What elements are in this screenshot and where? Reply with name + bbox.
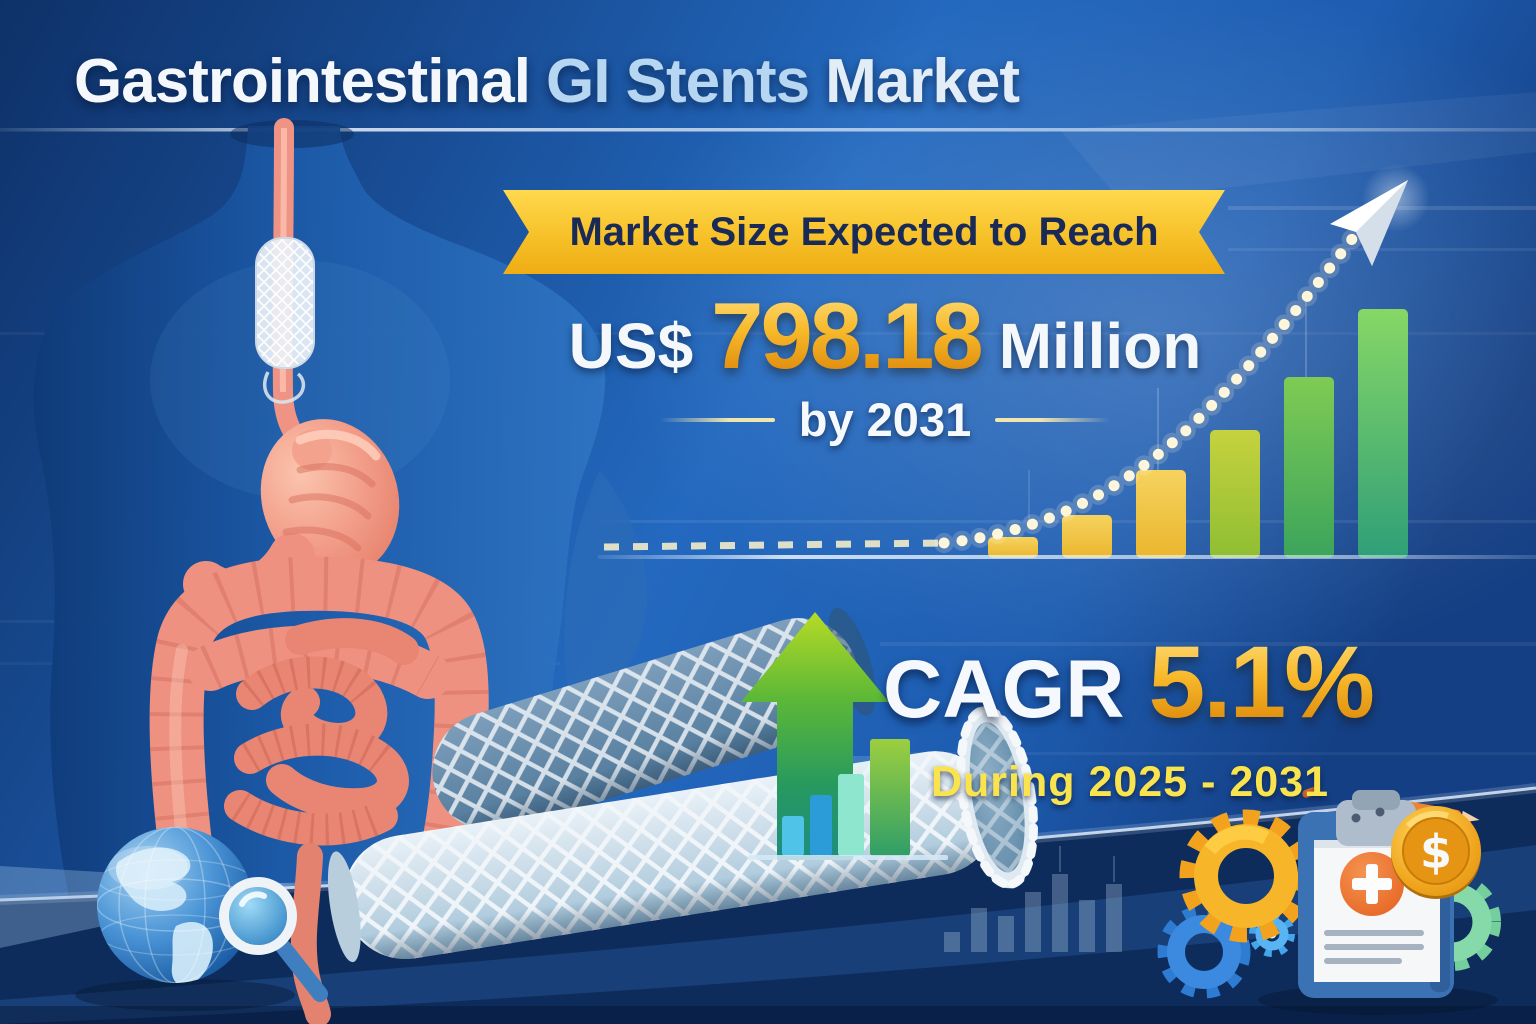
stent-tube-back: [432, 607, 876, 832]
growth-bar-chart: [598, 164, 1536, 559]
mini-bar-4: [870, 739, 910, 856]
cagr-label: CAGR: [883, 644, 1125, 735]
timeframe-text: by 2031: [798, 393, 972, 446]
arm-shape: [564, 470, 647, 710]
mini-bar-1: [782, 816, 804, 856]
bar-4: [1210, 430, 1260, 558]
mini-bar-3: [838, 774, 864, 856]
bar-1: [988, 537, 1038, 558]
dollar-symbol: $: [1420, 825, 1452, 879]
dotted-trend-curve: [938, 220, 1368, 549]
title-suffix: Market: [825, 47, 1020, 116]
title-separator-line: [0, 128, 1536, 132]
watermark-bar-chart: [944, 846, 1122, 952]
cagr-line: CAGR 5.1%: [868, 624, 1388, 741]
continent-north-america: [115, 847, 191, 911]
cagr-value: 5.1%: [1148, 625, 1374, 739]
small-intestine: [224, 618, 419, 846]
market-size-ribbon: Market Size Expected to Reach: [503, 190, 1225, 274]
bar-5: [1284, 377, 1334, 558]
title-main: Gastrointestinal: [74, 47, 531, 116]
continent-south-america: [171, 922, 213, 983]
icon-cluster: $: [1157, 786, 1501, 1015]
market-size-unit: Million: [998, 310, 1202, 382]
mini-chart-baseline: [748, 855, 948, 860]
globe-illustration: [75, 827, 328, 1011]
mini-bar-2: [810, 795, 832, 856]
stent-tube-open-end: [956, 705, 1039, 889]
growth-arrow-group: [741, 612, 948, 860]
decorative-line-right: [995, 417, 1111, 422]
magnifier-icon: [219, 877, 328, 1002]
dollar-coin-icon: $: [1391, 806, 1481, 899]
title-accent: GI Stents: [546, 47, 810, 116]
esophageal-stent: [255, 237, 315, 404]
bar-6: [1358, 309, 1408, 558]
chart-baseline: [598, 555, 1536, 559]
cagr-period: During 2025 - 2031: [930, 758, 1329, 806]
market-size-value: 798.18: [711, 283, 984, 388]
market-size-timeframe: by 2031: [500, 392, 1270, 447]
page-title: Gastrointestinal GI Stents Market: [74, 46, 1020, 117]
decorative-line-left: [659, 417, 775, 422]
medical-cross-icon: [1340, 852, 1404, 916]
bar-3: [1136, 470, 1186, 558]
market-size-line: US$ 798.18 Million: [500, 282, 1270, 390]
market-size-currency: US$: [568, 310, 694, 382]
bar-2: [1062, 515, 1112, 558]
ribbon-label: Market Size Expected to Reach: [569, 209, 1159, 254]
